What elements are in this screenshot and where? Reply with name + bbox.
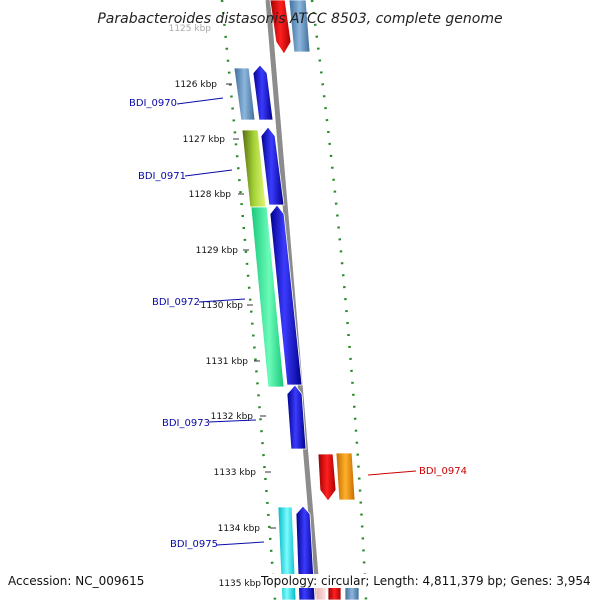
gene-arrow-bdi0973[interactable]	[286, 384, 307, 450]
gene-block-bdi0972-seagreen[interactable]	[250, 206, 285, 388]
gene-block-top-steel[interactable]	[288, 0, 311, 53]
gene-label-bdi0973[interactable]: BDI_0973	[162, 418, 210, 429]
gene-labels: BDI_0970 BDI_0971 BDI_0972 BDI_0973 BDI_…	[129, 98, 467, 550]
gene-features	[233, 0, 360, 600]
gene-block-bottom-steel[interactable]	[344, 585, 360, 600]
ruler-label-1130: 1130 kbp	[201, 301, 244, 311]
gene-block-bottom-pink[interactable]	[315, 585, 327, 600]
right-dotted-track	[310, 0, 368, 600]
gene-label-bdi0971[interactable]: BDI_0971	[138, 171, 186, 182]
ruler-label-1128: 1128 kbp	[189, 190, 232, 200]
ruler-label-1135: 1135 kbp	[219, 579, 262, 589]
ruler-label-1131: 1131 kbp	[206, 357, 249, 367]
gene-arrow-bdi0974-red[interactable]	[317, 453, 337, 502]
gene-arrow-bdi0970[interactable]	[252, 64, 274, 121]
map-title: Parabacteroides distasonis ATCC 8503, co…	[97, 11, 502, 27]
ruler-label-1127: 1127 kbp	[183, 135, 226, 145]
label-leaders	[176, 97, 417, 546]
ruler-label-1133: 1133 kbp	[214, 468, 257, 478]
gene-label-bdi0975[interactable]: BDI_0975	[170, 539, 218, 550]
gene-arrow-bdi0972[interactable]	[269, 204, 303, 386]
ruler-label-1132: 1132 kbp	[211, 412, 254, 422]
ruler-label-1126: 1126 kbp	[175, 80, 218, 90]
gene-block-bottom-red[interactable]	[327, 585, 342, 600]
ruler-label-1129: 1129 kbp	[196, 246, 239, 256]
ruler-label-1125: 1125 kbp	[169, 24, 212, 34]
gene-block-bdi0970-steel[interactable]	[233, 67, 256, 121]
gene-label-bdi0974[interactable]: BDI_0974	[419, 466, 467, 477]
accession-text: Accession: NC_009615	[8, 574, 145, 588]
genome-summary-text: Topology: circular; Length: 4,811,379 bp…	[261, 574, 591, 588]
gene-label-bdi0972[interactable]: BDI_0972	[152, 297, 200, 308]
gene-block-bdi0974-orange[interactable]	[335, 452, 356, 501]
ruler-ticks	[226, 83, 276, 529]
gene-arrow-top-red[interactable]	[269, 0, 292, 55]
gene-label-bdi0970[interactable]: BDI_0970	[129, 98, 177, 109]
ruler-labels: 1125 kbp 1126 kbp 1127 kbp 1128 kbp 1129…	[169, 24, 262, 589]
ruler-label-1134: 1134 kbp	[218, 524, 261, 534]
gene-arrow-bdi0971[interactable]	[260, 126, 285, 206]
